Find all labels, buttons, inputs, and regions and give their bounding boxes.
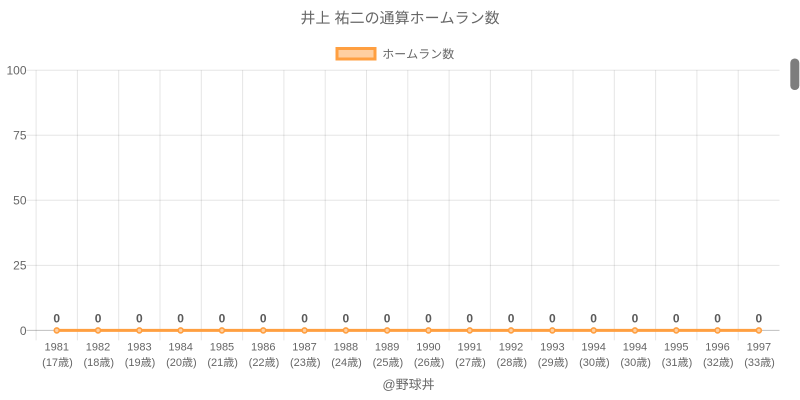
svg-text:1986: 1986 [251, 341, 275, 353]
svg-text:25: 25 [13, 259, 27, 273]
svg-text:(18: (18 [83, 357, 99, 369]
svg-text:1991: 1991 [458, 341, 482, 353]
svg-text:1997: 1997 [747, 341, 771, 353]
svg-text:1982: 1982 [86, 341, 110, 353]
svg-text:(23: (23 [290, 357, 306, 369]
svg-text:): ) [110, 357, 114, 369]
svg-text:1989: 1989 [375, 341, 399, 353]
svg-text:0: 0 [343, 312, 350, 326]
svg-text:): ) [647, 357, 651, 369]
svg-text:0: 0 [590, 312, 597, 326]
svg-text:(33: (33 [744, 357, 760, 369]
svg-text:1985: 1985 [210, 341, 234, 353]
svg-text:0: 0 [714, 312, 721, 326]
svg-text:1994: 1994 [623, 341, 647, 353]
svg-text:): ) [276, 357, 280, 369]
svg-text:100: 100 [6, 64, 26, 78]
svg-text:@: @ [382, 377, 395, 392]
svg-text:1981: 1981 [45, 341, 69, 353]
svg-text:0: 0 [219, 312, 226, 326]
svg-text:0: 0 [260, 312, 267, 326]
svg-text:(31: (31 [662, 357, 678, 369]
svg-text:0: 0 [301, 312, 308, 326]
svg-text:): ) [689, 357, 693, 369]
svg-text:1990: 1990 [416, 341, 440, 353]
svg-text:1984: 1984 [168, 341, 192, 353]
svg-text:0: 0 [425, 312, 432, 326]
svg-text:75: 75 [13, 129, 27, 143]
svg-text:(30: (30 [579, 357, 595, 369]
svg-text:1994: 1994 [581, 341, 605, 353]
svg-text:0: 0 [20, 324, 27, 338]
svg-text:): ) [730, 357, 734, 369]
svg-text:0: 0 [673, 312, 680, 326]
svg-text:): ) [399, 357, 403, 369]
svg-text:(25: (25 [373, 357, 389, 369]
svg-text:1987: 1987 [292, 341, 316, 353]
svg-text:): ) [606, 357, 610, 369]
svg-text:): ) [482, 357, 486, 369]
svg-text:0: 0 [136, 312, 143, 326]
svg-text:): ) [193, 357, 197, 369]
svg-text:(32: (32 [703, 357, 719, 369]
svg-text:): ) [358, 357, 362, 369]
svg-text:1992: 1992 [499, 341, 523, 353]
svg-text:0: 0 [95, 312, 102, 326]
svg-text:): ) [523, 357, 527, 369]
svg-text:): ) [234, 357, 238, 369]
svg-text:(22: (22 [249, 357, 265, 369]
svg-text:1983: 1983 [127, 341, 151, 353]
svg-text:1996: 1996 [705, 341, 729, 353]
svg-text:(17: (17 [42, 357, 58, 369]
svg-text:0: 0 [549, 312, 556, 326]
svg-text:1988: 1988 [334, 341, 358, 353]
svg-text:): ) [771, 357, 775, 369]
svg-text:0: 0 [53, 312, 60, 326]
svg-text:0: 0 [508, 312, 515, 326]
svg-text:): ) [441, 357, 445, 369]
svg-text:0: 0 [384, 312, 391, 326]
svg-text:0: 0 [756, 312, 763, 326]
svg-text:(19: (19 [125, 357, 141, 369]
svg-text:1995: 1995 [664, 341, 688, 353]
svg-text:(27: (27 [455, 357, 471, 369]
svg-text:(20: (20 [166, 357, 182, 369]
svg-text:): ) [152, 357, 156, 369]
svg-text:0: 0 [177, 312, 184, 326]
svg-text:(26: (26 [414, 357, 430, 369]
svg-text:(30: (30 [620, 357, 636, 369]
svg-text:0: 0 [466, 312, 473, 326]
svg-text:(24: (24 [331, 357, 347, 369]
svg-text:(21: (21 [207, 357, 223, 369]
svg-text:(28: (28 [496, 357, 512, 369]
svg-text:): ) [69, 357, 73, 369]
svg-text:): ) [317, 357, 321, 369]
svg-text:1993: 1993 [540, 341, 564, 353]
svg-text:0: 0 [632, 312, 639, 326]
svg-text:50: 50 [13, 194, 27, 208]
svg-text:): ) [565, 357, 569, 369]
svg-text:(29: (29 [538, 357, 554, 369]
